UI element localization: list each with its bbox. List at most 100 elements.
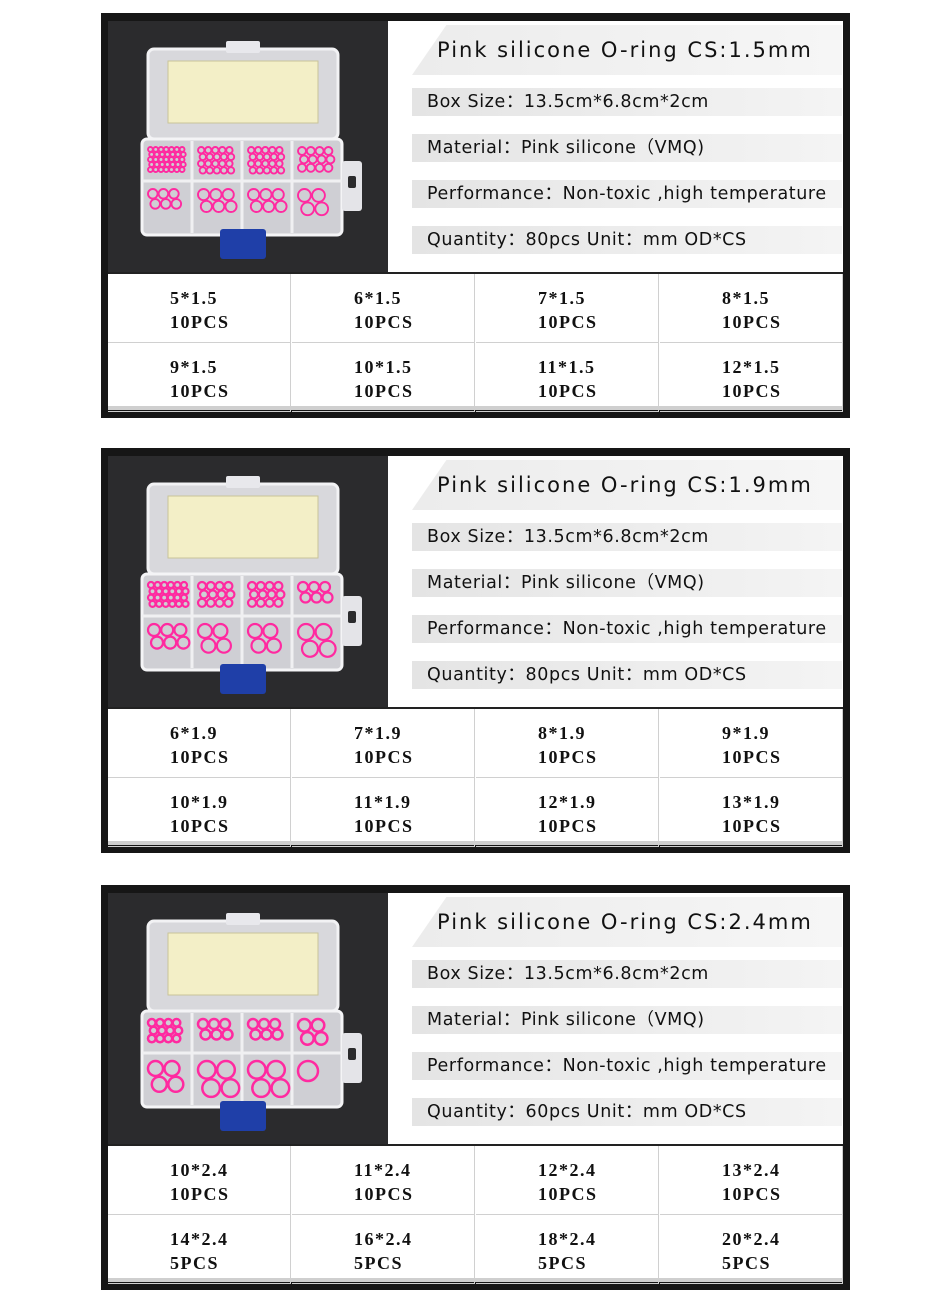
size-cell: 8*1.5 10PCS [660,274,843,343]
size-cell: 10*1.5 10PCS [292,343,475,412]
ring-quantity: 10PCS [170,381,230,401]
product-panel: Pink silicone O-ring CS:2.4mm Box Size：13… [101,885,850,1290]
ring-quantity: 10PCS [722,381,782,401]
product-title: Pink silicone O-ring CS:1.5mm [412,25,842,75]
box-size-spec: Box Size：13.5cm*6.8cm*2cm [412,523,842,551]
ring-size: 13*2.4 [722,1160,781,1180]
size-cell: 14*2.4 5PCS [108,1215,291,1284]
size-cell: 13*2.4 10PCS [660,1146,843,1215]
size-cell: 12*1.9 10PCS [476,778,659,847]
quantity-spec: Quantity：80pcs Unit：mm OD*CS [412,661,842,689]
size-table: 10*2.4 10PCS 11*2.4 10PCS 12*2.4 10PCS 13*2.4 1… [108,1144,843,1284]
panel-content: Pink silicone O-ring CS:1.9mm Box Size：13… [108,456,843,847]
performance-spec: Performance：Non-toxic ,high temperature [412,180,842,208]
ring-quantity: 10PCS [538,816,598,836]
ring-quantity: 10PCS [354,816,414,836]
product-title: Pink silicone O-ring CS:2.4mm [412,897,842,947]
ring-size: 6*1.5 [354,288,402,308]
box-size-spec: Box Size：13.5cm*6.8cm*2cm [412,88,842,116]
ring-size: 9*1.9 [722,723,770,743]
panel-content: Pink silicone O-ring CS:1.5mm Box Size：13… [108,21,843,412]
ring-size: 7*1.5 [538,288,586,308]
panel-content: Pink silicone O-ring CS:2.4mm Box Size：13… [108,893,843,1284]
ring-quantity: 10PCS [722,1184,782,1204]
ring-size: 14*2.4 [170,1229,229,1249]
size-cell: 11*1.9 10PCS [292,778,475,847]
ring-quantity: 10PCS [354,312,414,332]
performance-spec: Performance：Non-toxic ,high temperature [412,615,842,643]
ring-size: 11*2.4 [354,1160,412,1180]
ring-size: 10*1.9 [170,792,229,812]
ring-size: 12*2.4 [538,1160,597,1180]
performance-spec: Performance：Non-toxic ,high temperature [412,1052,842,1080]
ring-size: 11*1.9 [354,792,412,812]
ring-quantity: 10PCS [170,312,230,332]
ring-size: 10*2.4 [170,1160,229,1180]
ring-quantity: 10PCS [538,312,598,332]
size-table: 6*1.9 10PCS 7*1.9 10PCS 8*1.9 10PCS 9*1.9 10PCS… [108,707,843,847]
size-cell: 6*1.5 10PCS [292,274,475,343]
panel-bottom-edge [108,841,843,845]
size-cell: 9*1.5 10PCS [108,343,291,412]
ring-quantity: 5PCS [354,1253,404,1273]
ring-quantity: 10PCS [538,747,598,767]
ring-size: 13*1.9 [722,792,781,812]
ring-size: 7*1.9 [354,723,402,743]
ring-size: 6*1.9 [170,723,218,743]
ring-size: 10*1.5 [354,357,413,377]
ring-size: 18*2.4 [538,1229,597,1249]
ring-size: 8*1.5 [722,288,770,308]
size-cell: 10*1.9 10PCS [108,778,291,847]
product-panel: Pink silicone O-ring CS:1.9mm Box Size：13… [101,448,850,853]
ring-quantity: 10PCS [354,747,414,767]
material-spec: Material：Pink silicone（VMQ) [412,569,842,597]
material-spec: Material：Pink silicone（VMQ) [412,1006,842,1034]
material-spec: Material：Pink silicone（VMQ) [412,134,842,162]
size-cell: 10*2.4 10PCS [108,1146,291,1215]
ring-quantity: 10PCS [538,381,598,401]
ring-quantity: 10PCS [722,816,782,836]
ring-quantity: 10PCS [170,816,230,836]
product-panel: Pink silicone O-ring CS:1.5mm Box Size：13… [101,13,850,418]
size-cell: 11*2.4 10PCS [292,1146,475,1215]
size-cell: 7*1.9 10PCS [292,709,475,778]
quantity-spec: Quantity：80pcs Unit：mm OD*CS [412,226,842,254]
size-cell: 8*1.9 10PCS [476,709,659,778]
ring-size: 11*1.5 [538,357,596,377]
ring-size: 8*1.9 [538,723,586,743]
ring-size: 12*1.9 [538,792,597,812]
ring-size: 12*1.5 [722,357,781,377]
ring-size: 16*2.4 [354,1229,413,1249]
ring-quantity: 10PCS [538,1184,598,1204]
ring-quantity: 10PCS [170,1184,230,1204]
size-cell: 18*2.4 5PCS [476,1215,659,1284]
size-cell: 5*1.5 10PCS [108,274,291,343]
size-cell: 7*1.5 10PCS [476,274,659,343]
ring-quantity: 5PCS [170,1253,220,1273]
ring-quantity: 10PCS [722,747,782,767]
product-title: Pink silicone O-ring CS:1.9mm [412,460,842,510]
size-cell: 20*2.4 5PCS [660,1215,843,1284]
size-cell: 9*1.9 10PCS [660,709,843,778]
size-cell: 12*2.4 10PCS [476,1146,659,1215]
size-cell: 13*1.9 10PCS [660,778,843,847]
ring-quantity: 10PCS [170,747,230,767]
ring-size: 9*1.5 [170,357,218,377]
product-photo [108,456,388,707]
ring-quantity: 5PCS [538,1253,588,1273]
ring-quantity: 10PCS [722,312,782,332]
panel-bottom-edge [108,1278,843,1282]
size-cell: 11*1.5 10PCS [476,343,659,412]
size-cell: 6*1.9 10PCS [108,709,291,778]
ring-quantity: 10PCS [354,1184,414,1204]
product-photo [108,21,388,272]
product-photo [108,893,388,1144]
size-cell: 12*1.5 10PCS [660,343,843,412]
panel-bottom-edge [108,406,843,410]
ring-size: 20*2.4 [722,1229,781,1249]
ring-quantity: 10PCS [354,381,414,401]
size-cell: 16*2.4 5PCS [292,1215,475,1284]
box-size-spec: Box Size：13.5cm*6.8cm*2cm [412,960,842,988]
ring-quantity: 5PCS [722,1253,772,1273]
quantity-spec: Quantity：60pcs Unit：mm OD*CS [412,1098,842,1126]
